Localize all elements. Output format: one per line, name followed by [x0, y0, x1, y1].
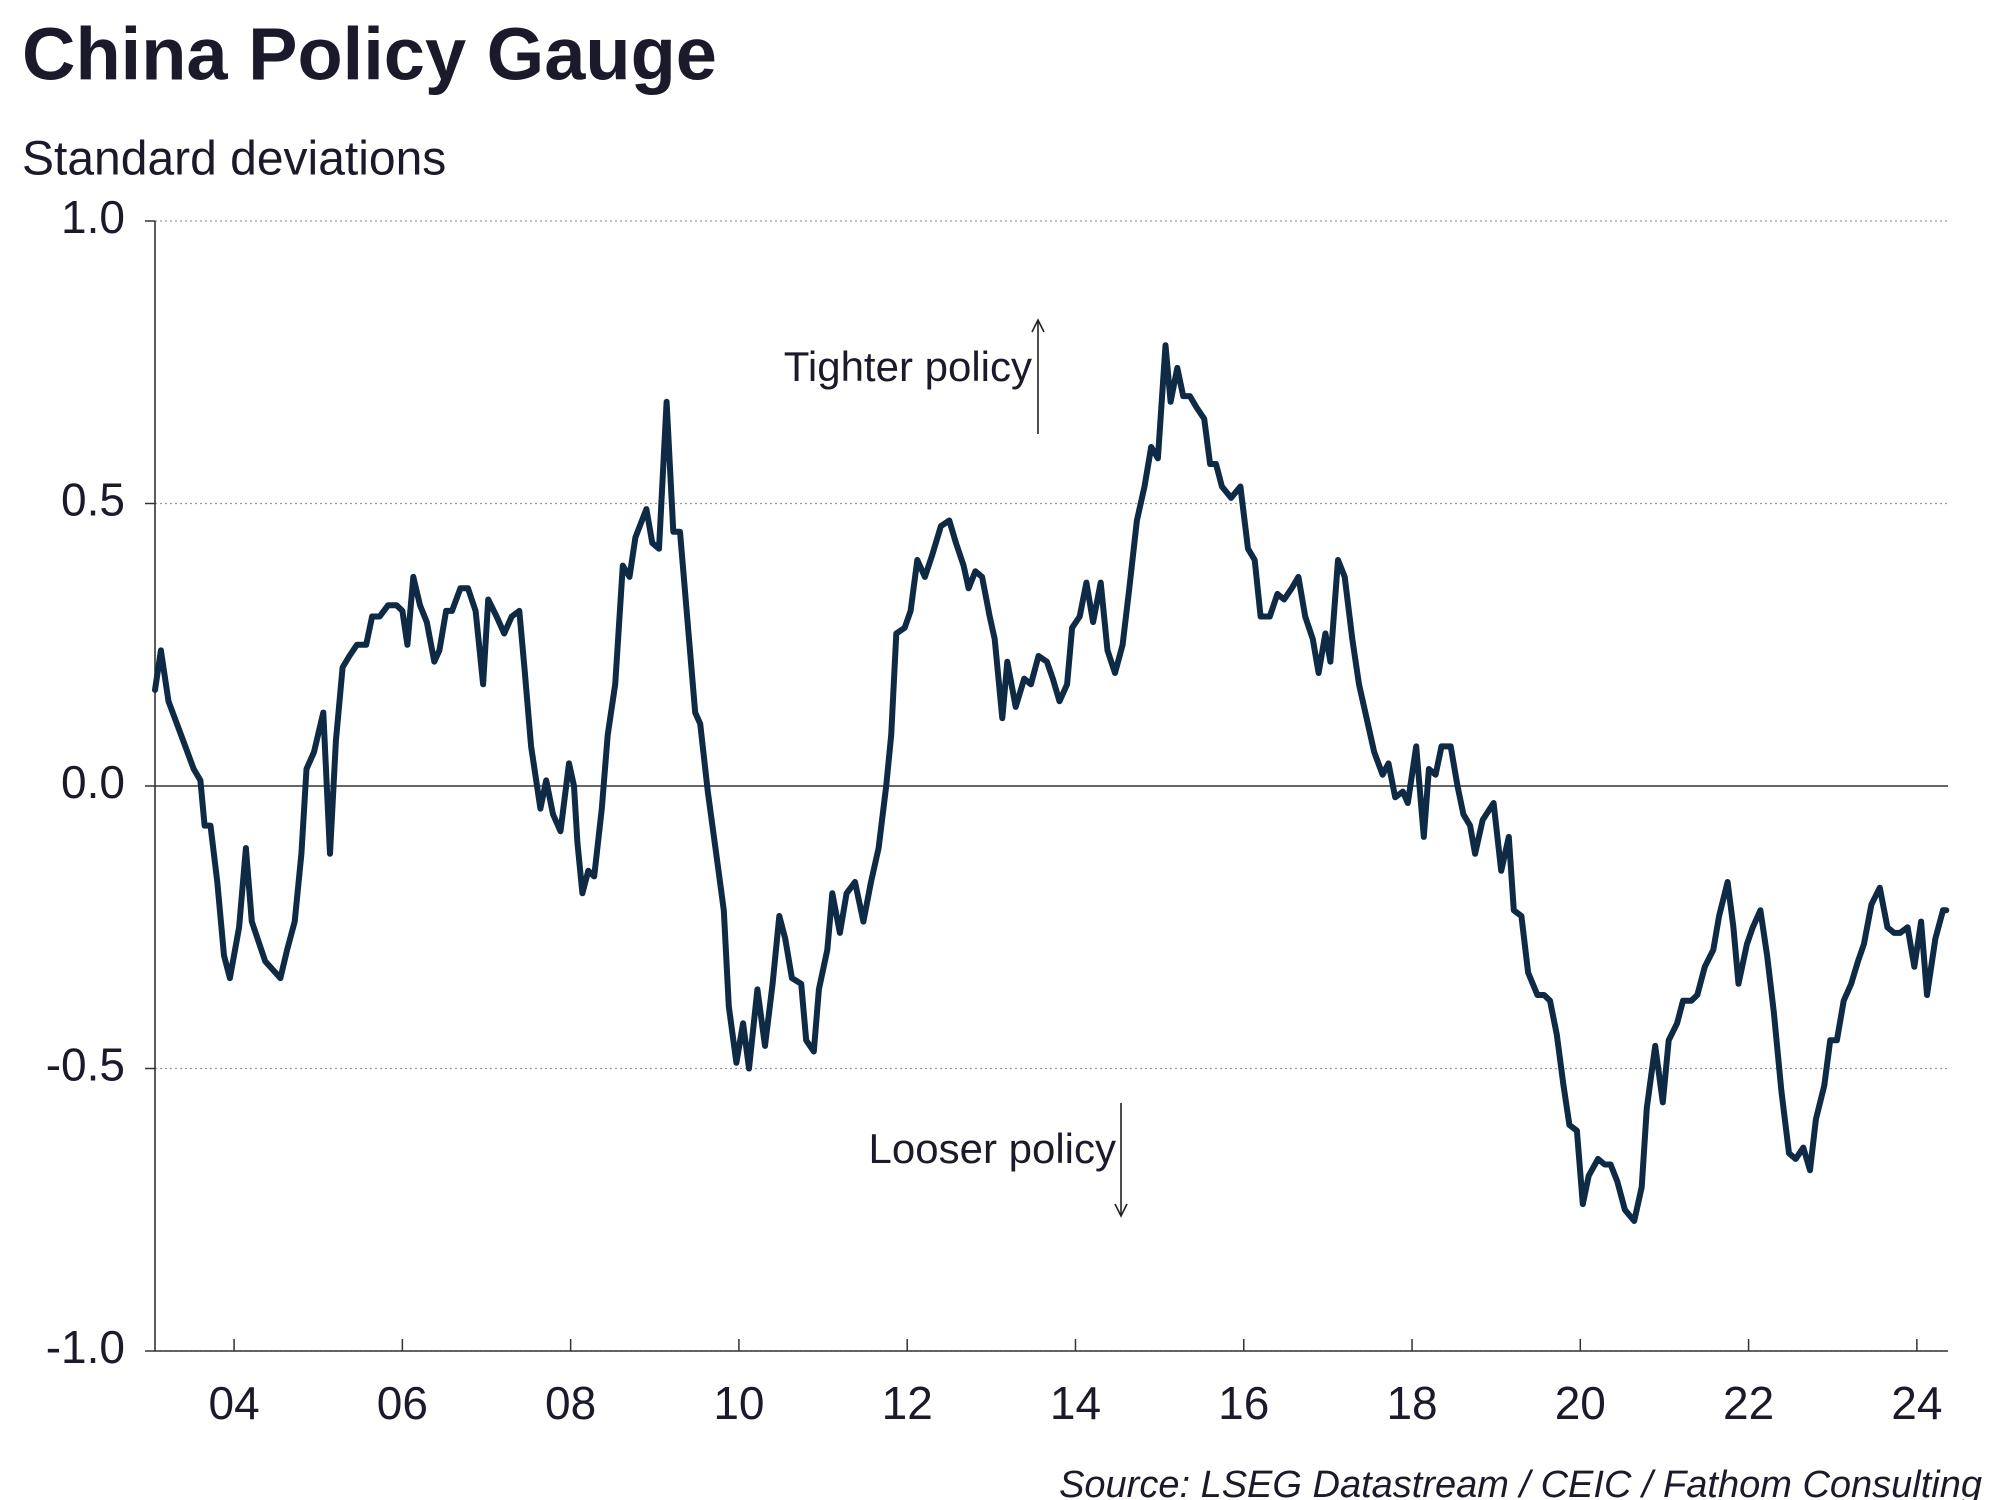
x-tick-label: 18 — [1386, 1377, 1437, 1429]
y-tick-label: 0.5 — [61, 474, 125, 526]
annotation: Looser policy — [869, 1125, 1116, 1172]
x-tick-label: 20 — [1555, 1377, 1606, 1429]
x-tick-label: 12 — [882, 1377, 933, 1429]
y-tick-label: 0.0 — [61, 756, 125, 808]
chart-title: China Policy Gauge — [22, 13, 717, 96]
x-tick-label: 22 — [1723, 1377, 1774, 1429]
x-tick-label: 10 — [713, 1377, 764, 1429]
x-tick-label: 04 — [209, 1377, 260, 1429]
data-line — [152, 342, 1950, 1224]
y-tick-label: -1.0 — [46, 1321, 125, 1373]
x-tick-label: 06 — [377, 1377, 428, 1429]
y-tick-label: -0.5 — [46, 1039, 125, 1091]
x-tick-label: 24 — [1891, 1377, 1942, 1429]
x-tick-label: 14 — [1050, 1377, 1101, 1429]
chart-subtitle: Standard deviations — [22, 133, 446, 186]
arrow-head — [1114, 1203, 1128, 1218]
x-tick-label: 16 — [1218, 1377, 1269, 1429]
source-note: Source: LSEG Datastream / CEIC / Fathom … — [1059, 1464, 1982, 1500]
x-tick-label: 08 — [545, 1377, 596, 1429]
y-tick-label: 1.0 — [61, 191, 125, 243]
arrow-head — [1031, 318, 1045, 333]
annotation: Tighter policy — [784, 343, 1032, 390]
